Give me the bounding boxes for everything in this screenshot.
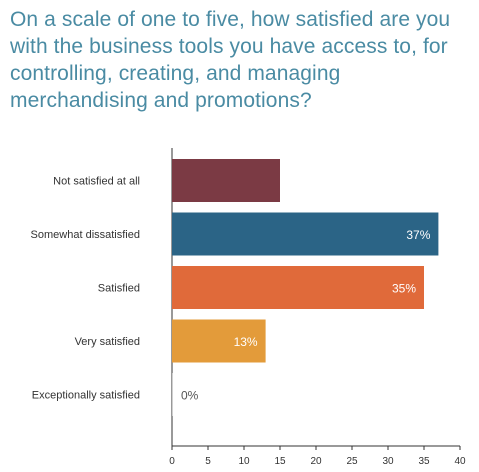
x-tick-label-4: 20 xyxy=(310,456,322,467)
data-label-4: 0% xyxy=(181,389,199,403)
x-tick-label-6: 30 xyxy=(382,456,394,467)
x-tick-label-0: 0 xyxy=(169,456,175,467)
x-tick-label-2: 10 xyxy=(238,456,250,467)
data-label-2: 35% xyxy=(392,282,416,296)
data-label-3: 13% xyxy=(234,335,258,349)
category-label-4: Exceptionally satisfied xyxy=(32,390,140,402)
data-label-1: 37% xyxy=(406,228,430,242)
bar-2 xyxy=(172,266,424,309)
bar-0 xyxy=(172,159,280,202)
category-label-2: Satisfied xyxy=(98,283,140,295)
x-tick-label-8: 40 xyxy=(454,456,466,467)
x-tick-label-3: 15 xyxy=(274,456,286,467)
bar-4 xyxy=(172,373,173,416)
x-tick-label-7: 35 xyxy=(418,456,430,467)
bar-3 xyxy=(172,319,266,363)
category-label-3: Very satisfied xyxy=(75,336,140,348)
category-label-0: Not satisfied at all xyxy=(53,176,140,188)
bar-1 xyxy=(172,212,439,256)
x-tick-label-1: 5 xyxy=(205,456,211,467)
x-tick-label-5: 25 xyxy=(346,456,358,467)
category-label-1: Somewhat dissatisfied xyxy=(31,229,140,241)
chart-title: On a scale of one to five, how satisfied… xyxy=(10,8,451,112)
